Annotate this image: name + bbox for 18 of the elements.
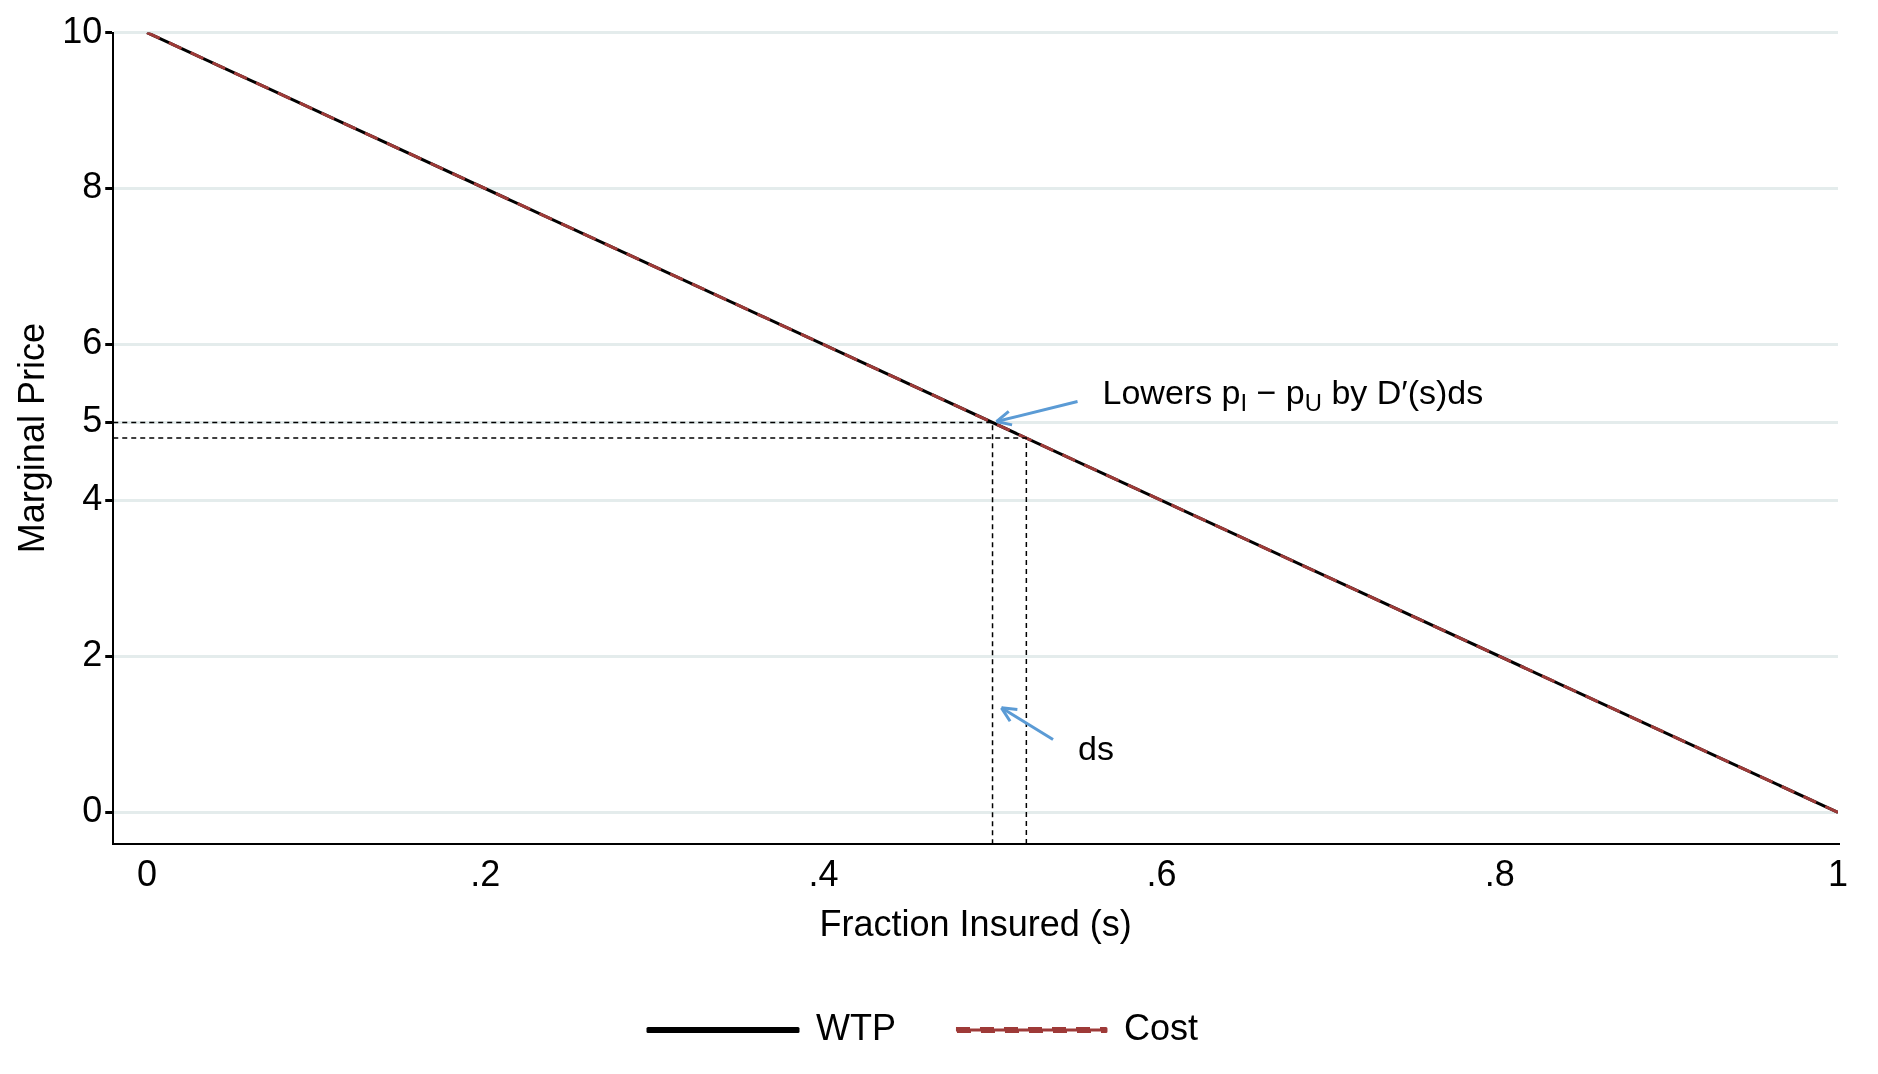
x-tick-label: .2 [470,853,501,895]
y-tick-label: 10 [62,9,103,51]
x-tick-label: .8 [1484,853,1515,895]
x-tick-label: .4 [808,853,839,895]
y-tick-label: 5 [82,399,103,441]
y-tick-label: 6 [82,321,103,363]
x-tick-label: .6 [1146,853,1177,895]
x-tick-label: 0 [137,853,158,895]
y-tick-label: 0 [82,789,103,831]
legend-label: WTP [816,1006,896,1048]
legend-label: Cost [1123,1006,1199,1048]
y-tick-label: 2 [82,633,103,675]
y-axis-title: Marginal Price [10,323,52,554]
x-tick-label: 1 [1827,853,1849,895]
x-axis-title: Fraction Insured (s) [819,903,1132,945]
annotation: ds [1078,729,1114,768]
y-tick-label: 4 [82,477,103,519]
y-tick-label: 8 [82,165,103,207]
